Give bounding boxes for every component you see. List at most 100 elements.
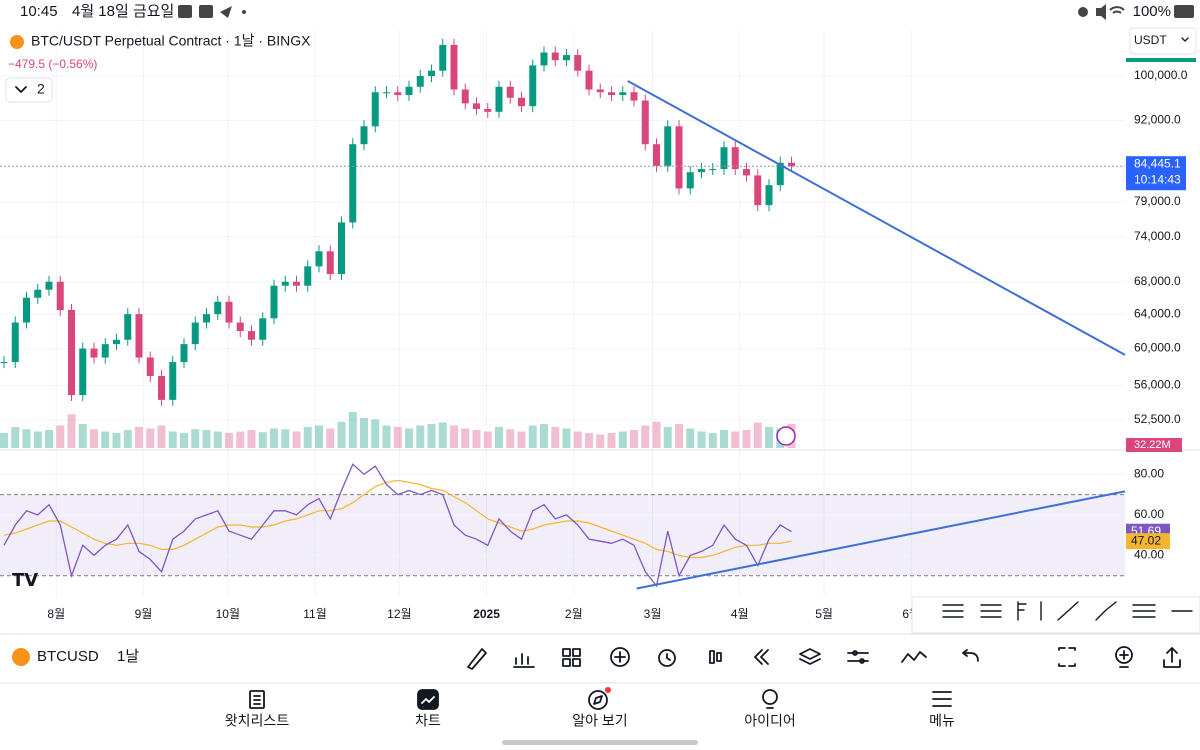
rsi-value-box bbox=[1126, 533, 1170, 550]
candle bbox=[79, 348, 87, 396]
volume-bar bbox=[123, 430, 132, 448]
volume-bar bbox=[101, 431, 110, 448]
volume-bar bbox=[90, 429, 98, 448]
volume-bar bbox=[652, 421, 661, 448]
candle bbox=[56, 281, 64, 310]
candle bbox=[180, 344, 188, 363]
coin-icon bbox=[10, 35, 24, 49]
x-tick-label: 8월 bbox=[47, 607, 65, 621]
candle bbox=[574, 55, 582, 71]
chevron-icon bbox=[15, 86, 27, 93]
currency-select[interactable] bbox=[1129, 27, 1197, 55]
candle bbox=[765, 185, 773, 206]
candle bbox=[349, 144, 357, 223]
volume-bar bbox=[551, 427, 560, 448]
y-tick-label: 80.00 bbox=[1134, 466, 1164, 480]
candle bbox=[225, 301, 233, 323]
candle bbox=[34, 289, 42, 298]
volume-bar bbox=[360, 418, 368, 448]
volume-bar bbox=[472, 430, 481, 448]
status-date: 4월 18일 금요일 bbox=[72, 3, 174, 20]
candle bbox=[563, 55, 570, 61]
nav-item[interactable]: 메뉴 bbox=[929, 713, 955, 729]
drawing-toolbar bbox=[911, 596, 1200, 634]
candle bbox=[315, 251, 323, 267]
volume-bar bbox=[393, 427, 402, 448]
countdown: 10:14:43 bbox=[1134, 172, 1181, 186]
volume-bar bbox=[517, 431, 526, 448]
volume-bar bbox=[753, 422, 762, 448]
y-tick-label: 68,000.0 bbox=[1134, 274, 1181, 288]
volume-bar bbox=[33, 431, 42, 448]
candle bbox=[608, 92, 615, 95]
rsi-band bbox=[0, 494, 1125, 576]
currency[interactable]: USDT bbox=[1134, 33, 1167, 47]
candle bbox=[518, 97, 525, 107]
volume-bar bbox=[708, 433, 717, 448]
nav-item[interactable]: 알아 보기 bbox=[572, 713, 627, 729]
y-tick-label: 74,000.0 bbox=[1134, 229, 1181, 243]
nav-item[interactable]: 왓치리스트 bbox=[225, 713, 290, 729]
volume-bar bbox=[146, 428, 155, 448]
flash-icon bbox=[776, 426, 796, 446]
volume-bar bbox=[663, 427, 672, 448]
candle bbox=[495, 86, 503, 112]
candle bbox=[416, 75, 424, 87]
bottom-nav: 왓치리스트 차트 알아 보기 아이디어 메뉴 bbox=[225, 713, 955, 729]
y-tick-label: 60,000.0 bbox=[1134, 341, 1181, 355]
candle bbox=[630, 92, 638, 101]
candle bbox=[236, 322, 244, 332]
volume-bar bbox=[765, 427, 773, 448]
status-time: 10:45 bbox=[20, 3, 58, 20]
volume-bar bbox=[326, 428, 335, 448]
candle bbox=[709, 169, 717, 171]
volume-bar bbox=[573, 431, 582, 448]
volume-bar bbox=[45, 430, 53, 448]
candle bbox=[158, 375, 165, 400]
volume-bar bbox=[168, 431, 177, 448]
last-price-box bbox=[1126, 156, 1186, 191]
volume-bar bbox=[742, 430, 751, 448]
y-tick-label: 52,500.0 bbox=[1134, 412, 1181, 426]
toolbar-symbol[interactable]: BTCUSD bbox=[37, 648, 99, 665]
coin-icon bbox=[12, 648, 30, 666]
volume-bar bbox=[236, 431, 245, 448]
status-icon bbox=[1096, 4, 1106, 20]
candle bbox=[360, 126, 368, 145]
volume-label-box bbox=[1126, 438, 1182, 452]
x-tick-label: 2월 bbox=[565, 607, 583, 621]
candle bbox=[394, 92, 402, 95]
toolbar-interval[interactable]: 1날 bbox=[117, 648, 139, 665]
volume-bar bbox=[461, 428, 470, 448]
volume-bar bbox=[596, 434, 605, 448]
home-indicator bbox=[502, 740, 698, 745]
drawing-tools[interactable] bbox=[942, 601, 1193, 621]
volume-bar bbox=[540, 424, 548, 448]
y-tick-label: 100,000.0 bbox=[1134, 68, 1188, 82]
layout-count[interactable]: 2 bbox=[37, 81, 45, 97]
status-icon bbox=[1109, 6, 1125, 14]
candle bbox=[45, 281, 53, 290]
status-battery: 100% bbox=[1133, 3, 1171, 20]
volume-bar bbox=[483, 431, 492, 448]
volume-bar bbox=[618, 431, 627, 448]
volume-bar bbox=[180, 433, 188, 448]
volume-bar bbox=[731, 431, 740, 448]
volume-label: 32.22M bbox=[1134, 439, 1171, 451]
volume-bar bbox=[720, 430, 728, 448]
x-tick-label: 10월 bbox=[216, 607, 240, 621]
volume-bar bbox=[270, 428, 278, 448]
nav-item[interactable]: 아이디어 bbox=[744, 713, 796, 729]
layout-button[interactable] bbox=[5, 77, 53, 103]
toolbar-icons[interactable] bbox=[467, 646, 1181, 670]
x-tick-label: 4월 bbox=[731, 607, 749, 621]
candle bbox=[23, 297, 30, 323]
candle bbox=[270, 285, 278, 319]
y-tick-label: 60.00 bbox=[1134, 507, 1164, 521]
volume-bar bbox=[585, 433, 593, 448]
symbol-title[interactable]: BTC/USDT Perpetual Contract · 1날 · BINGX bbox=[31, 33, 311, 49]
candle bbox=[664, 126, 672, 166]
rsi-value-label: 47.02 bbox=[1131, 533, 1161, 547]
nav-item[interactable]: 차트 bbox=[415, 713, 441, 729]
candle bbox=[90, 348, 98, 358]
